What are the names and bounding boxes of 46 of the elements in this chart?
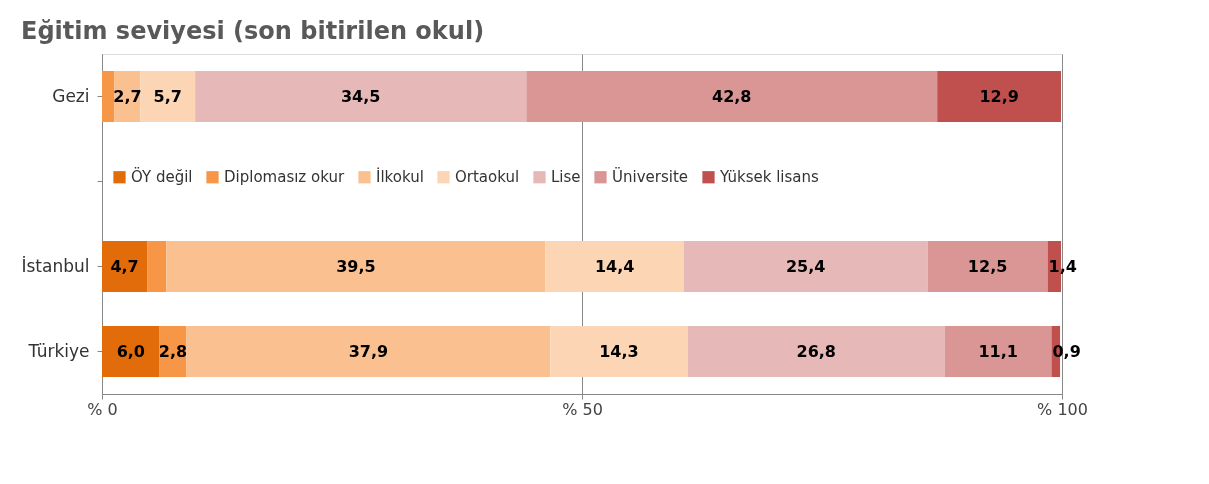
bar: [140, 71, 196, 122]
bar: [166, 241, 546, 292]
legend-label: Yüksek lisans: [719, 168, 819, 187]
data-label: 6,0: [116, 341, 145, 361]
legend-label: İlkokul: [376, 167, 424, 187]
y-tick-label: İstanbul: [21, 255, 90, 276]
x-tick-label: % 100: [1037, 399, 1088, 419]
bar: [526, 71, 938, 122]
legend-label: Diplomasız okur: [224, 168, 345, 187]
data-label: 34,5: [340, 86, 381, 106]
bar: [195, 71, 527, 122]
bar: [147, 241, 167, 292]
bar: [937, 71, 1062, 122]
bar: [944, 326, 1052, 377]
bar: [102, 326, 160, 377]
bar: [102, 241, 148, 292]
data-label: 12,9: [979, 86, 1019, 106]
legend-label: Ortaokul: [455, 168, 520, 187]
data-label: 11,1: [978, 341, 1018, 361]
legend-label: ÖY değil: [131, 167, 193, 187]
bar: [687, 326, 945, 377]
data-label: 25,4: [785, 256, 826, 276]
data-label: 37,9: [348, 341, 389, 361]
bar: [927, 241, 1048, 292]
x-tick-label: % 0: [87, 399, 118, 419]
bar: [545, 241, 684, 292]
chart-title: Eğitim seviyesi (son bitirilen okul): [20, 17, 485, 45]
data-label: 12,5: [967, 256, 1008, 276]
data-label: 2,8: [158, 341, 188, 361]
data-label: 26,8: [796, 341, 836, 361]
data-label: 14,3: [599, 341, 639, 361]
bar: [186, 326, 551, 377]
bar: [683, 241, 928, 292]
data-label: 39,5: [336, 256, 376, 276]
y-tick-label: Gezi: [52, 85, 90, 106]
legend-label: Lise: [551, 168, 581, 187]
data-label: 2,7: [113, 86, 142, 106]
data-label: 4,7: [110, 256, 139, 276]
data-label: 42,8: [712, 86, 752, 106]
data-label: 14,4: [594, 256, 635, 276]
bar: [550, 326, 688, 377]
data-label: 5,7: [153, 86, 182, 106]
bar: [102, 71, 115, 122]
y-tick-label: Türkiye: [27, 340, 90, 361]
x-tick-label: % 50: [562, 399, 603, 419]
legend-label: Üniversite: [612, 167, 689, 187]
